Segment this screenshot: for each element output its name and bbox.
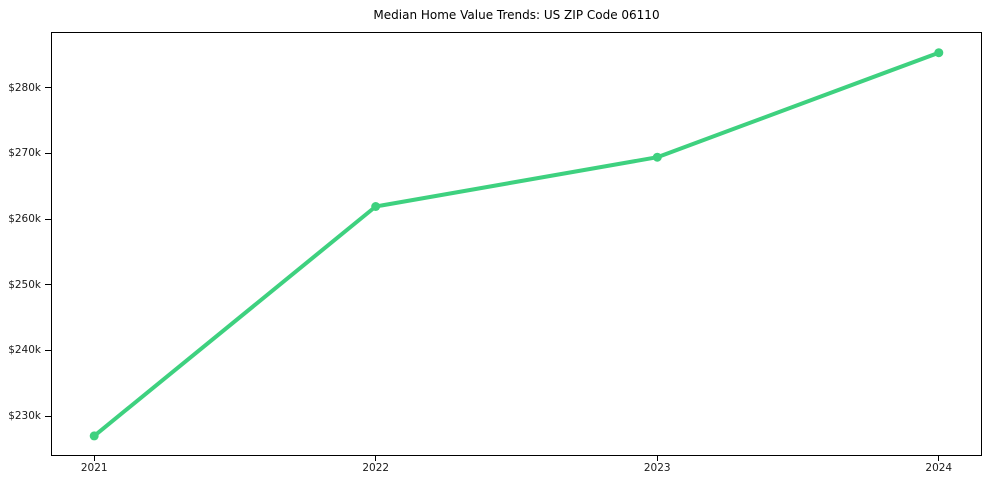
data-point-marker: [652, 152, 662, 162]
trend-line: [92, 50, 941, 438]
x-tick-mark: [375, 456, 377, 461]
data-point-marker: [371, 202, 381, 211]
x-tick-label: 2021: [80, 462, 108, 474]
data-point-marker: [89, 431, 99, 441]
y-tick-mark: [45, 152, 51, 154]
y-tick-mark: [45, 87, 51, 89]
chart-title: Median Home Value Trends: US ZIP Code 06…: [373, 8, 660, 22]
y-tick-mark: [45, 415, 51, 417]
x-tick-label: 2022: [362, 462, 390, 474]
data-point-marker: [934, 48, 944, 58]
x-tick-mark: [93, 456, 95, 461]
y-tick-label: $230k: [8, 410, 41, 423]
y-tick-label: $240k: [8, 344, 41, 357]
y-tick-label: $260k: [8, 213, 41, 226]
x-tick-mark: [938, 456, 940, 461]
y-tick-label: $280k: [8, 81, 41, 94]
plot-area: [51, 32, 982, 456]
y-tick-label: $250k: [8, 278, 41, 291]
y-tick-mark: [45, 218, 51, 220]
line-chart-svg: [89, 48, 944, 441]
y-tick-mark: [45, 284, 51, 286]
x-tick-mark: [656, 456, 658, 461]
y-tick-mark: [45, 349, 51, 351]
y-tick-label: $270k: [8, 147, 41, 160]
x-tick-label: 2024: [925, 462, 953, 474]
x-tick-label: 2023: [643, 462, 671, 474]
